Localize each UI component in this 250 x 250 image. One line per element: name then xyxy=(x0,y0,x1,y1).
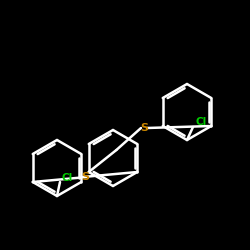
Text: S: S xyxy=(140,123,148,133)
Text: Cl: Cl xyxy=(195,117,206,127)
Text: S: S xyxy=(81,172,89,182)
Text: Cl: Cl xyxy=(62,173,73,183)
